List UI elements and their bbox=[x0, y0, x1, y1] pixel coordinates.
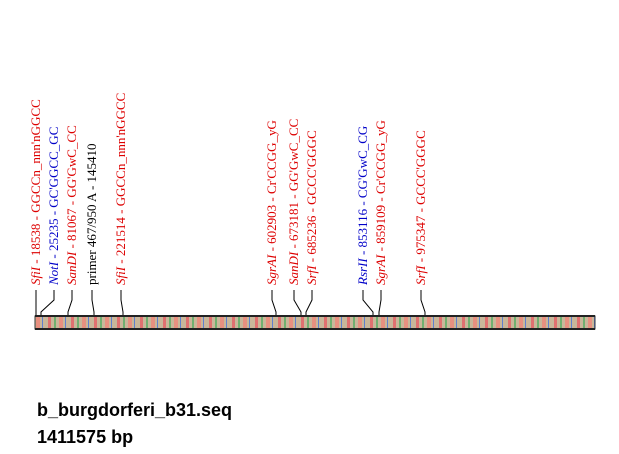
enzyme-name: SfiI bbox=[113, 266, 128, 285]
site-tick bbox=[67, 290, 73, 318]
enzyme-name: SanDI bbox=[64, 251, 79, 285]
site-label: primer 467/950 A - 145410 bbox=[84, 143, 99, 285]
site-tick bbox=[378, 290, 382, 318]
site-tick bbox=[420, 290, 426, 318]
site-detail: - 221514 - GGCCn_nnn'nGGCC bbox=[113, 93, 128, 267]
sequence-bar bbox=[34, 315, 596, 330]
site-text: primer 467/950 A - 145410 bbox=[84, 143, 99, 285]
site-detail: - 602903 - Cr'CCGG_yG bbox=[264, 120, 279, 255]
site-tick bbox=[305, 290, 313, 318]
site-detail: - 81067 - GG'GwC_CC bbox=[64, 125, 79, 252]
site-detail: - 685236 - GCCC'GGGC bbox=[304, 130, 319, 265]
enzyme-name: SrfI bbox=[304, 265, 319, 285]
sequence-length: 1411575 bp bbox=[37, 427, 133, 447]
site-detail: - 975347 - GCCC'GGGC bbox=[413, 130, 428, 265]
site-label: RsrII - 853116 - CG'GwC_CG bbox=[355, 126, 370, 286]
site-label: SanDI - 673181 - GG'GwC_CC bbox=[286, 119, 301, 285]
site-detail: - 859109 - Cr'CCGG_yG bbox=[373, 120, 388, 255]
enzyme-name: SfiI bbox=[28, 266, 43, 285]
site-label: SanDI - 81067 - GG'GwC_CC bbox=[64, 125, 79, 285]
site-tick bbox=[362, 290, 374, 318]
site-label: SrfI - 975347 - GCCC'GGGC bbox=[413, 130, 428, 285]
site-label: SrfI - 685236 - GCCC'GGGC bbox=[304, 130, 319, 285]
site-label: SgrAI - 602903 - Cr'CCGG_yG bbox=[264, 120, 279, 285]
enzyme-name: NotI bbox=[46, 261, 61, 286]
site-label: SfiI - 18538 - GGCCn_nnn'nGGCC bbox=[28, 99, 43, 285]
site-label: SfiI - 221514 - GGCCn_nnn'nGGCC bbox=[113, 93, 128, 285]
enzyme-name: SanDI bbox=[286, 251, 301, 285]
site-tick bbox=[293, 290, 302, 318]
enzyme-name: SgrAI bbox=[264, 254, 279, 285]
site-detail: - 853116 - CG'GwC_CG bbox=[355, 126, 370, 259]
site-label: SgrAI - 859109 - Cr'CCGG_yG bbox=[373, 120, 388, 285]
site-tick bbox=[91, 290, 95, 318]
enzyme-name: SrfI bbox=[413, 265, 428, 285]
site-detail: - 25235 - GC'GGCC_GC bbox=[46, 127, 61, 262]
site-detail: - 18538 - GGCCn_nnn'nGGCC bbox=[28, 99, 43, 267]
site-tick bbox=[120, 290, 124, 318]
sequence-title: b_burgdorferi_b31.seq bbox=[37, 400, 232, 420]
enzyme-name: SgrAI bbox=[373, 254, 388, 285]
site-detail: - 673181 - GG'GwC_CC bbox=[286, 119, 301, 252]
site-label: NotI - 25235 - GC'GGCC_GC bbox=[46, 127, 61, 286]
site-tick bbox=[40, 290, 55, 318]
enzyme-name: RsrII bbox=[355, 258, 370, 286]
site-tick bbox=[271, 290, 277, 318]
